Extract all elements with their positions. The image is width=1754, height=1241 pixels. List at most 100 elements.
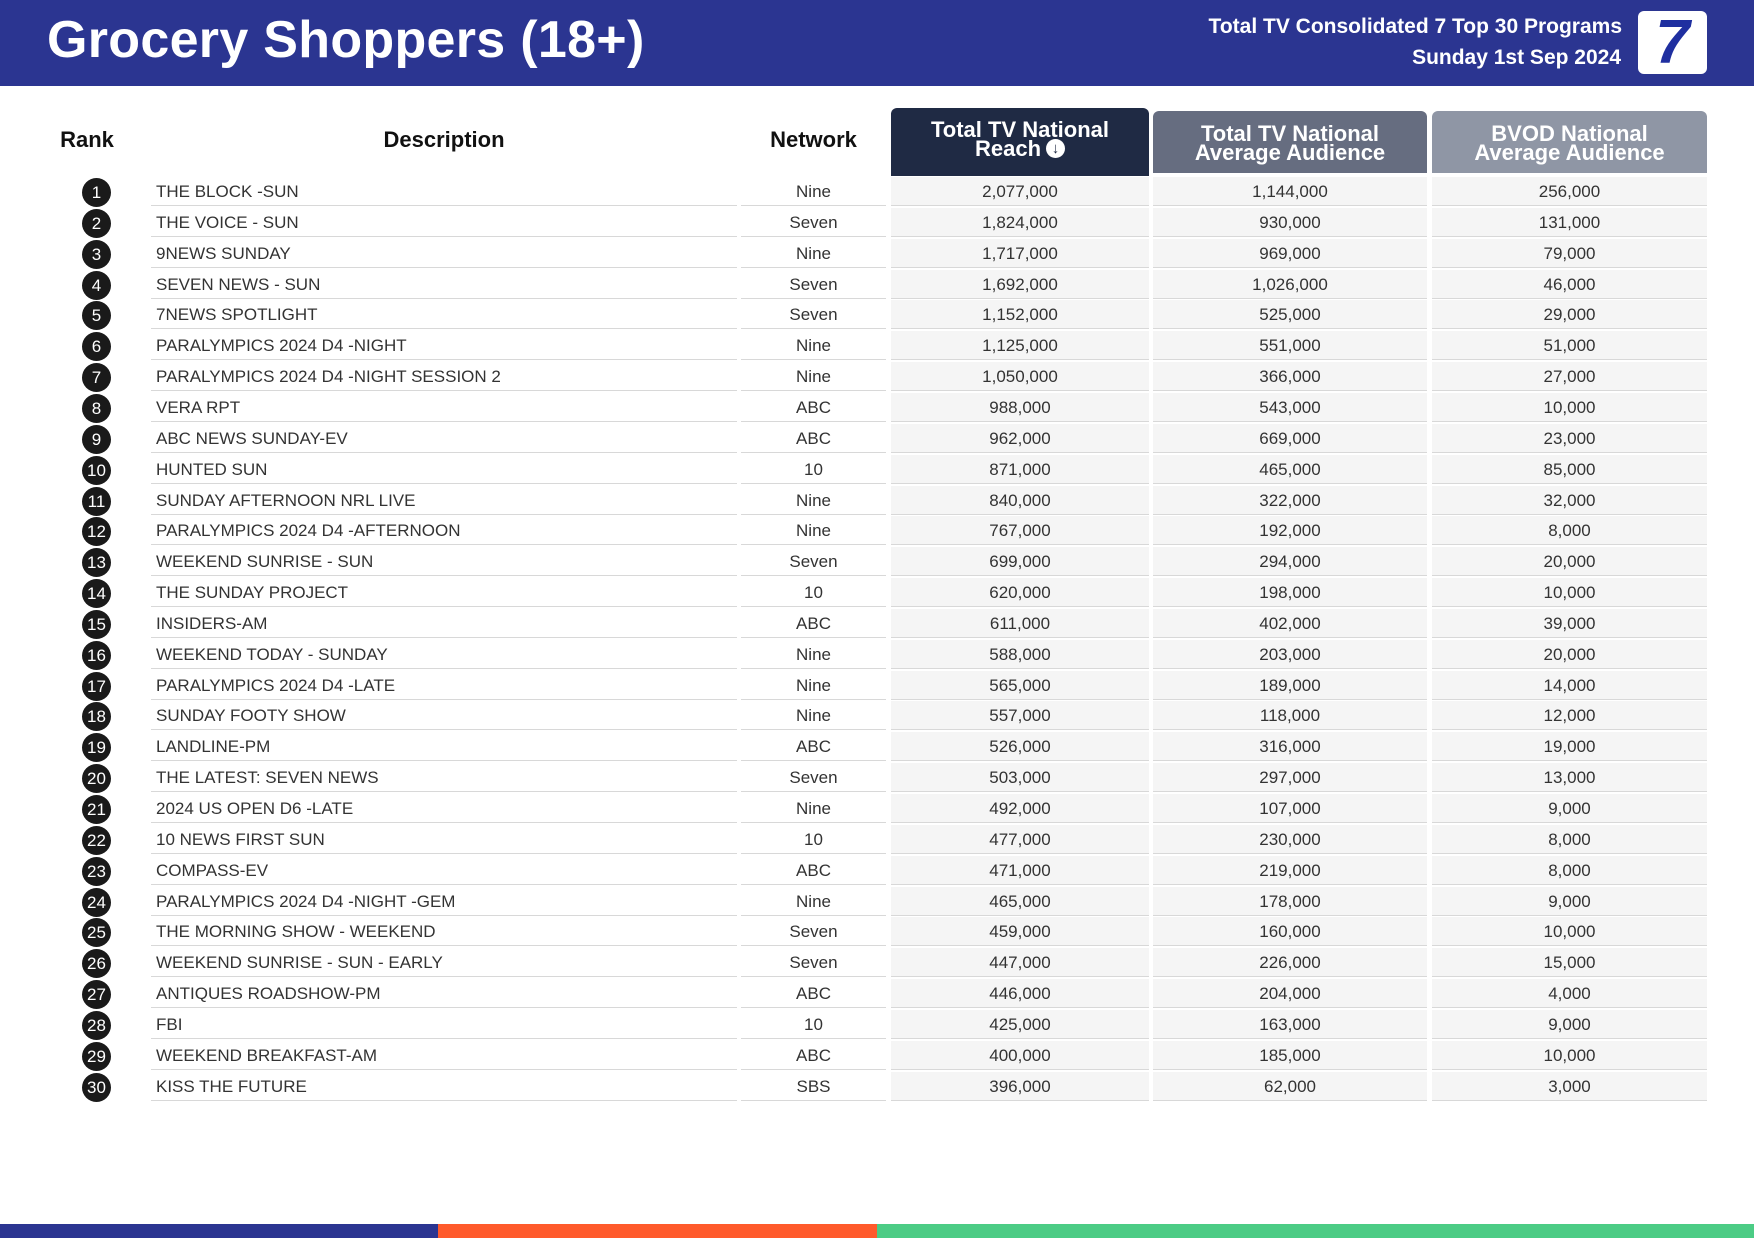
network-cell: Nine bbox=[741, 486, 886, 515]
table-row[interactable]: 20 THE LATEST: SEVEN NEWS Seven 503,000 297,… bbox=[0, 763, 1754, 794]
bvod-cell: 9,000 bbox=[1432, 794, 1707, 823]
avg-audience-cell: 192,000 bbox=[1153, 516, 1427, 546]
bvod-cell: 4,000 bbox=[1432, 979, 1707, 1009]
bvod-cell: 27,000 bbox=[1432, 362, 1707, 392]
table-row[interactable]: 13 WEEKEND SUNRISE - SUN Seven 699,000 294,0… bbox=[0, 547, 1754, 578]
reach-cell: 459,000 bbox=[891, 917, 1149, 947]
bvod-column-header[interactable]: BVOD National Average Audience bbox=[1432, 111, 1707, 173]
table-row[interactable]: 26 WEEKEND SUNRISE - SUN - EARLY Seven 447,… bbox=[0, 948, 1754, 979]
avg-audience-column-header[interactable]: Total TV National Average Audience bbox=[1153, 111, 1427, 173]
reach-cell: 1,717,000 bbox=[891, 238, 1149, 268]
network-cell: 10 bbox=[741, 1010, 886, 1039]
table-row[interactable]: 1 THE BLOCK -SUN Nine 2,077,000 1,144,000 256… bbox=[0, 177, 1754, 208]
table-row[interactable]: 9 ABC NEWS SUNDAY-EV ABC 962,000 669,000 23,0… bbox=[0, 423, 1754, 455]
rank-badge: 13 bbox=[82, 548, 111, 578]
program-description: PARALYMPICS 2024 D4 -AFTERNOON bbox=[151, 516, 737, 546]
rank-badge: 20 bbox=[82, 764, 111, 794]
network-cell: 10 bbox=[741, 825, 886, 854]
reach-cell: 447,000 bbox=[891, 948, 1149, 978]
bvod-cell: 10,000 bbox=[1432, 1040, 1707, 1070]
table-row[interactable]: 3 9NEWS SUNDAY Nine 1,717,000 969,000 79,000 bbox=[0, 238, 1754, 270]
bvod-cell: 85,000 bbox=[1432, 454, 1707, 484]
avg-audience-cell: 163,000 bbox=[1153, 1009, 1427, 1039]
table-row[interactable]: 4 SEVEN NEWS - SUN Seven 1,692,000 1,026,000… bbox=[0, 269, 1754, 301]
table-row[interactable]: 14 THE SUNDAY PROJECT 10 620,000 198,000 10,0… bbox=[0, 578, 1754, 609]
bvod-cell: 9,000 bbox=[1432, 1009, 1707, 1039]
program-description: SUNDAY FOOTY SHOW bbox=[151, 701, 737, 731]
network-cell: Nine bbox=[741, 794, 886, 823]
avg-audience-cell: 226,000 bbox=[1153, 948, 1427, 978]
table-row[interactable]: 6 PARALYMPICS 2024 D4 -NIGHT Nine 1,125,000… bbox=[0, 331, 1754, 362]
bvod-cell: 20,000 bbox=[1432, 547, 1707, 577]
report-date: Sunday 1st Sep 2024 bbox=[1412, 46, 1621, 69]
table-row[interactable]: 24 PARALYMPICS 2024 D4 -NIGHT -GEM Nine 465… bbox=[0, 886, 1754, 918]
table-row[interactable]: 17 PARALYMPICS 2024 D4 -LATE Nine 565,000 18… bbox=[0, 670, 1754, 702]
network-cell: ABC bbox=[741, 1041, 886, 1070]
table-row[interactable]: 30 KISS THE FUTURE SBS 396,000 62,000 3,000 bbox=[0, 1071, 1754, 1103]
program-description: PARALYMPICS 2024 D4 -NIGHT SESSION 2 bbox=[151, 362, 737, 392]
avg-audience-cell: 294,000 bbox=[1153, 547, 1427, 577]
description-column-header: Description bbox=[383, 127, 505, 152]
table-row[interactable]: 25 THE MORNING SHOW - WEEKEND Seven 459,000… bbox=[0, 917, 1754, 948]
avg-audience-header-line1: Total TV National bbox=[1200, 121, 1380, 146]
reach-cell: 477,000 bbox=[891, 824, 1149, 854]
table-row[interactable]: 28 FBI 10 425,000 163,000 9,000 bbox=[0, 1009, 1754, 1041]
table-row[interactable]: 27 ANTIQUES ROADSHOW-PM ABC 446,000 204,000 4… bbox=[0, 979, 1754, 1010]
table-row[interactable]: 18 SUNDAY FOOTY SHOW Nine 557,000 118,000 12,… bbox=[0, 701, 1754, 732]
table-row[interactable]: 5 7NEWS SPOTLIGHT Seven 1,152,000 525,000 29,… bbox=[0, 300, 1754, 331]
program-description: INSIDERS-AM bbox=[151, 609, 737, 638]
table-row[interactable]: 2 THE VOICE - SUN Seven 1,824,000 930,000 131… bbox=[0, 207, 1754, 239]
avg-audience-cell: 62,000 bbox=[1153, 1071, 1427, 1101]
table-row[interactable]: 21 2024 US OPEN D6 -LATE Nine 492,000 107,00… bbox=[0, 794, 1754, 825]
table-row[interactable]: 23 COMPASS-EV ABC 471,000 219,000 8,000 bbox=[0, 855, 1754, 887]
network-cell: ABC bbox=[741, 856, 886, 885]
rank-badge: 17 bbox=[82, 671, 111, 701]
avg-audience-cell: 297,000 bbox=[1153, 763, 1427, 793]
table-row[interactable]: 16 WEEKEND TODAY - SUNDAY Nine 588,000 203,0… bbox=[0, 639, 1754, 671]
avg-audience-cell: 203,000 bbox=[1153, 639, 1427, 669]
reach-cell: 465,000 bbox=[891, 886, 1149, 916]
program-description: PARALYMPICS 2024 D4 -NIGHT bbox=[151, 331, 737, 361]
table-row[interactable]: 15 INSIDERS-AM ABC 611,000 402,000 39,000 bbox=[0, 608, 1754, 640]
network-column-header: Network bbox=[770, 127, 857, 152]
rank-badge: 23 bbox=[82, 856, 111, 886]
program-description: THE BLOCK -SUN bbox=[151, 177, 737, 206]
table-row[interactable]: 12 PARALYMPICS 2024 D4 -AFTERNOON Nine 767,… bbox=[0, 516, 1754, 547]
table-row[interactable]: 19 LANDLINE-PM ABC 526,000 316,000 19,000 bbox=[0, 732, 1754, 763]
rank-badge: 29 bbox=[82, 1041, 111, 1071]
reach-cell: 767,000 bbox=[891, 516, 1149, 546]
bvod-cell: 79,000 bbox=[1432, 238, 1707, 268]
table-row[interactable]: 22 10 NEWS FIRST SUN 10 477,000 230,000 8,000 bbox=[0, 824, 1754, 856]
reach-column-header[interactable]: Total TV National Reach ↓ bbox=[891, 108, 1149, 176]
avg-audience-cell: 402,000 bbox=[1153, 608, 1427, 638]
rank-badge: 3 bbox=[82, 239, 111, 269]
avg-audience-cell: 551,000 bbox=[1153, 331, 1427, 361]
table-row[interactable]: 11 SUNDAY AFTERNOON NRL LIVE Nine 840,000 32… bbox=[0, 485, 1754, 517]
channel-seven-logo: 7 bbox=[1638, 11, 1707, 74]
rank-badge: 12 bbox=[82, 517, 111, 547]
rank-column-header: Rank bbox=[60, 127, 114, 152]
table-row[interactable]: 7 PARALYMPICS 2024 D4 -NIGHT SESSION 2 Nin… bbox=[0, 362, 1754, 393]
reach-cell: 988,000 bbox=[891, 392, 1149, 422]
program-description: ANTIQUES ROADSHOW-PM bbox=[151, 979, 737, 1009]
avg-audience-cell: 198,000 bbox=[1153, 578, 1427, 608]
table-row[interactable]: 10 HUNTED SUN 10 871,000 465,000 85,000 bbox=[0, 454, 1754, 486]
program-description: 10 NEWS FIRST SUN bbox=[151, 825, 737, 854]
network-cell: Seven bbox=[741, 917, 886, 947]
rank-badge: 22 bbox=[82, 825, 111, 855]
program-description: PARALYMPICS 2024 D4 -NIGHT -GEM bbox=[151, 887, 737, 916]
table-row[interactable]: 8 VERA RPT ABC 988,000 543,000 10,000 bbox=[0, 392, 1754, 424]
rank-badge: 14 bbox=[82, 579, 111, 609]
footer-bar-green bbox=[877, 1224, 1754, 1238]
sort-down-icon[interactable]: ↓ bbox=[1046, 139, 1066, 158]
avg-audience-cell: 366,000 bbox=[1153, 362, 1427, 392]
rank-badge: 2 bbox=[82, 208, 111, 238]
table-row[interactable]: 29 WEEKEND BREAKFAST-AM ABC 400,000 185,000 1… bbox=[0, 1040, 1754, 1072]
footer-bar-orange bbox=[438, 1224, 877, 1238]
bvod-cell: 10,000 bbox=[1432, 578, 1707, 608]
avg-audience-cell: 189,000 bbox=[1153, 670, 1427, 700]
program-description: KISS THE FUTURE bbox=[151, 1072, 737, 1101]
reach-cell: 840,000 bbox=[891, 485, 1149, 515]
network-cell: Nine bbox=[741, 177, 886, 206]
logo-glyph: 7 bbox=[1655, 8, 1690, 77]
